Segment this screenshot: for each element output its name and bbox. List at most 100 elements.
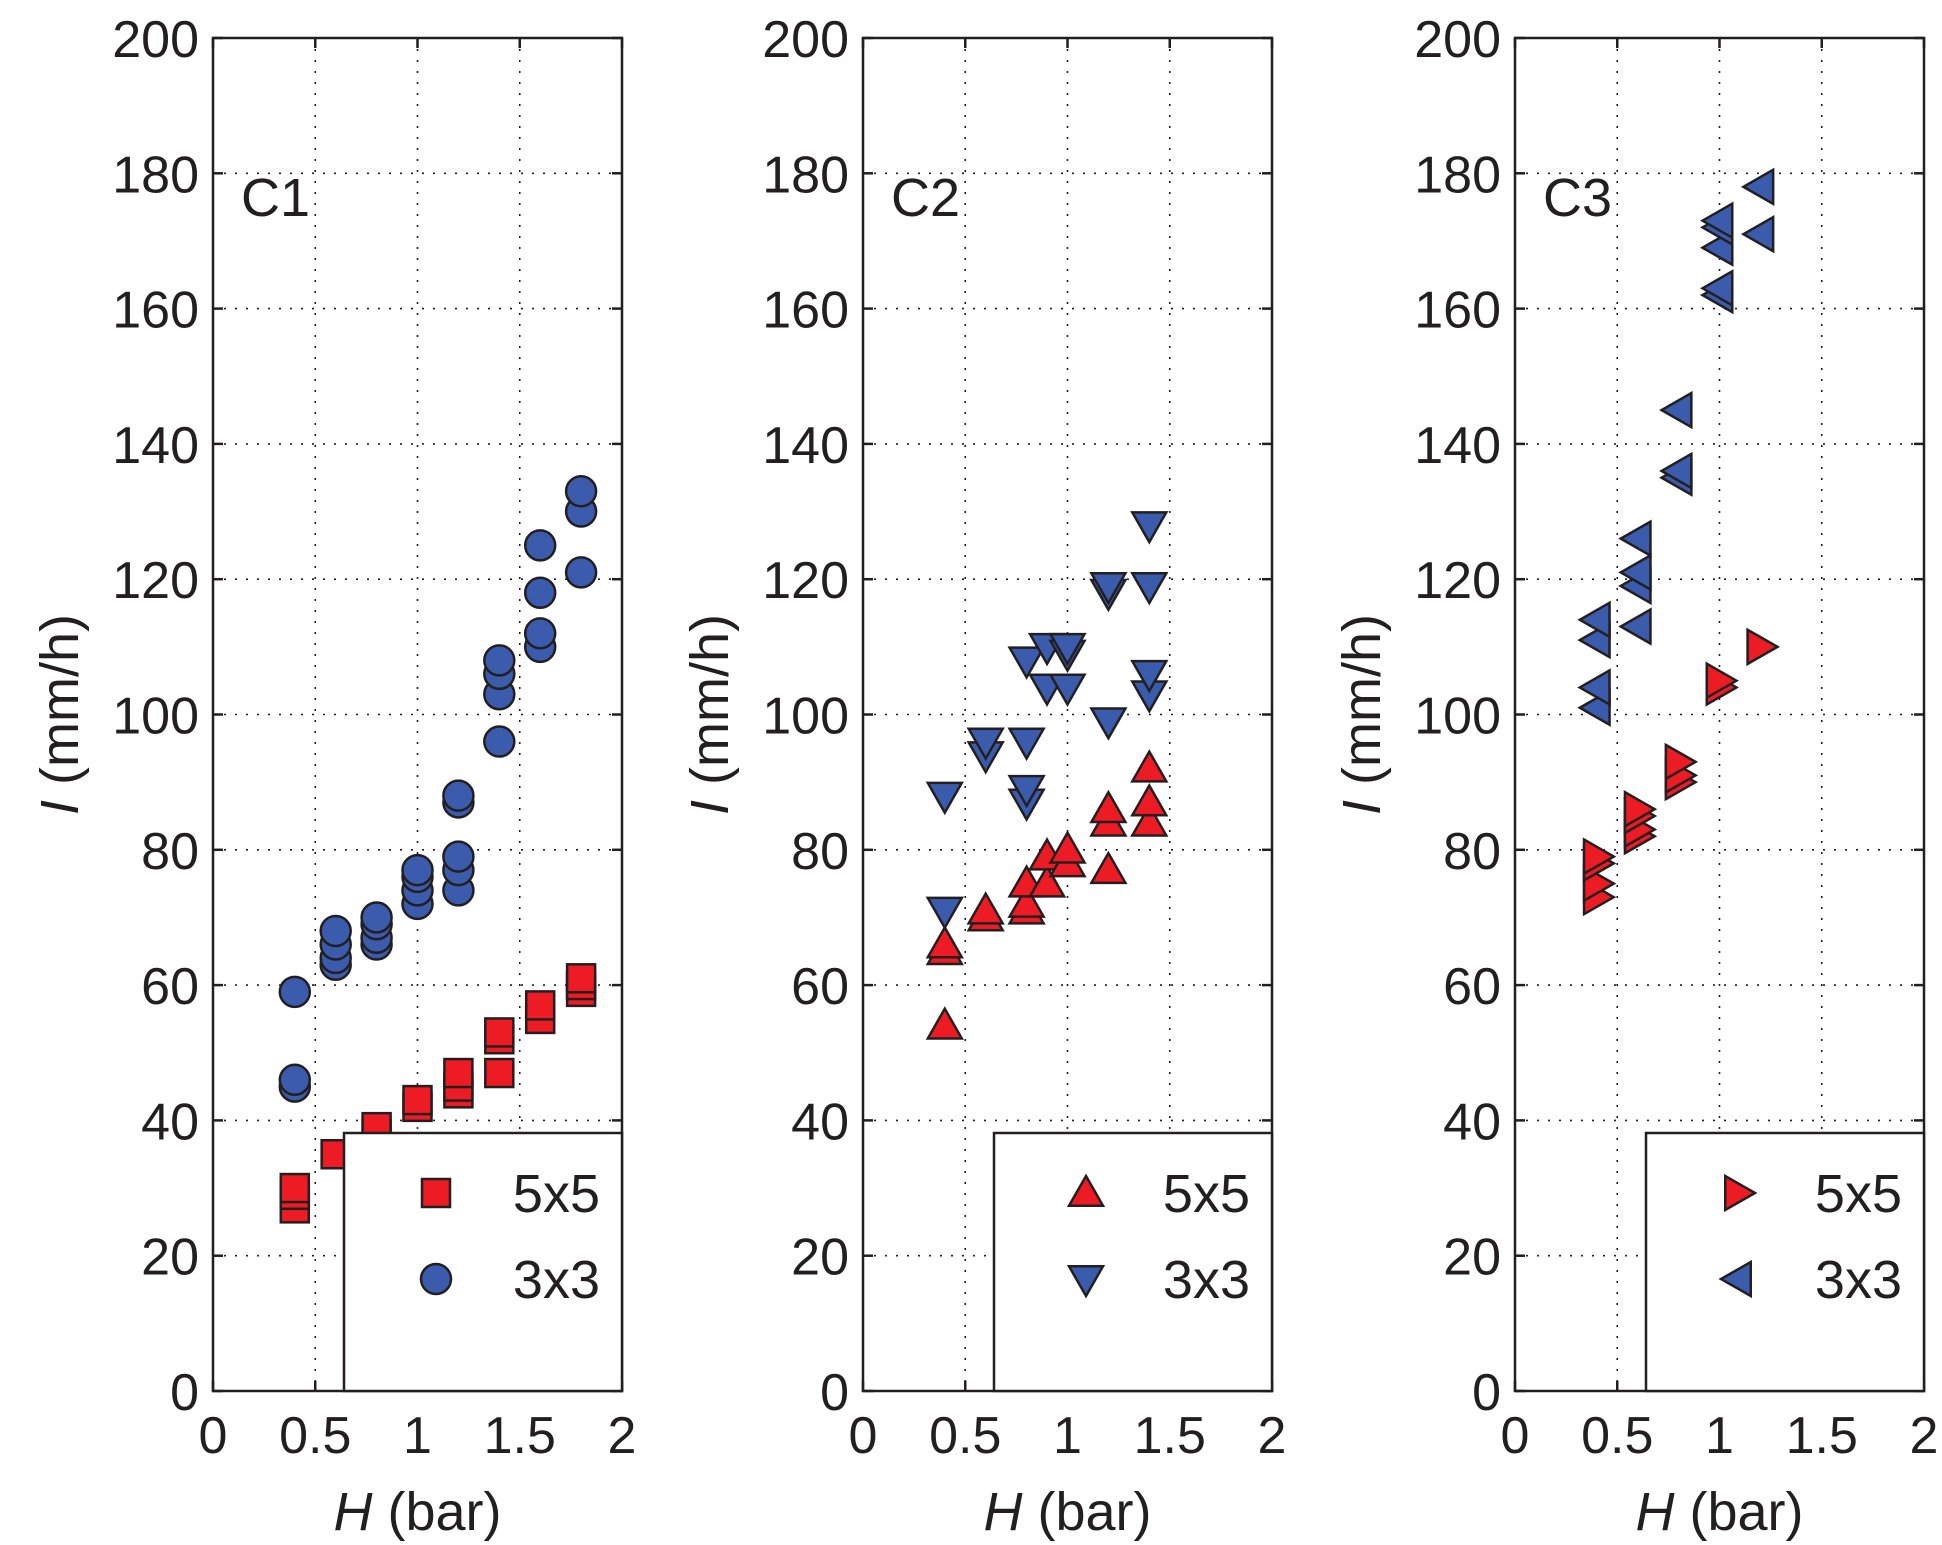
- y-tick-label: 20: [141, 1229, 199, 1287]
- y-tick-label: 140: [112, 417, 199, 475]
- data-point: [1618, 553, 1652, 592]
- y-tick-label: 40: [1443, 1093, 1501, 1151]
- x-tick-label: 0: [1501, 1407, 1530, 1465]
- data-point: [319, 914, 352, 948]
- data-point: [278, 1063, 312, 1097]
- data-point: [483, 725, 516, 758]
- data-point: [1740, 215, 1775, 254]
- data-point: [1130, 511, 1169, 545]
- x-tick-label: 1.5: [1786, 1407, 1858, 1465]
- y-tick-label: 100: [762, 688, 849, 746]
- legend-label: 3x3: [1815, 1250, 1902, 1310]
- data-point: [1007, 727, 1046, 762]
- data-point: [1618, 607, 1652, 646]
- x-tick-label: 0: [199, 1407, 228, 1465]
- y-tick-label: 180: [1414, 146, 1501, 204]
- data-point: [443, 1057, 474, 1089]
- x-axis-unit: (bar): [1022, 1482, 1151, 1542]
- data-point: [1130, 571, 1169, 606]
- data-point: [523, 576, 557, 609]
- data-point: [401, 853, 434, 887]
- data-point: [966, 727, 1005, 762]
- x-tick-label: 2: [1258, 1407, 1287, 1465]
- x-axis-unit: (bar): [1674, 1482, 1803, 1542]
- data-point: [925, 781, 964, 816]
- data-point: [1130, 659, 1169, 694]
- chart-panel-c3: 0 0.5 1 1.5 2020406080100120140160180200C3H …: [1332, 11, 1938, 1542]
- legend-label: 5x5: [513, 1164, 600, 1224]
- y-tick-label: 0: [1472, 1364, 1501, 1422]
- legend-label: 3x3: [1163, 1250, 1250, 1310]
- y-axis-unit: (mm/h): [1332, 614, 1392, 800]
- data-point: [524, 990, 556, 1021]
- series-3x3: [925, 511, 1169, 931]
- legend-marker: [1066, 1265, 1106, 1299]
- legend-label: 5x5: [1163, 1164, 1250, 1224]
- data-point: [925, 924, 964, 959]
- data-point: [442, 779, 475, 812]
- y-tick-label: 120: [762, 552, 849, 610]
- legend-marker: [1718, 1259, 1752, 1299]
- panel-label: C2: [891, 168, 960, 228]
- x-tick-label: 2: [608, 1407, 637, 1465]
- data-point: [278, 975, 312, 1009]
- y-tick-label: 160: [112, 282, 199, 340]
- x-tick-label: 2: [1910, 1407, 1939, 1465]
- data-point: [1130, 803, 1169, 837]
- y-tick-label: 200: [1414, 11, 1501, 69]
- data-point: [1130, 749, 1169, 783]
- y-tick-label: 80: [791, 823, 849, 881]
- y-tick-label: 80: [141, 823, 199, 881]
- y-tick-label: 20: [791, 1229, 849, 1287]
- data-point: [483, 644, 516, 677]
- legend-box: [992, 1131, 1274, 1393]
- y-tick-label: 40: [791, 1093, 849, 1151]
- y-axis-symbol: I: [680, 800, 740, 815]
- data-point: [402, 1084, 433, 1116]
- data-point: [1007, 884, 1046, 918]
- x-axis-label: H (bar): [333, 1482, 501, 1542]
- y-axis-label: I (mm/h): [680, 614, 740, 815]
- x-tick-label: 1: [403, 1407, 432, 1465]
- x-axis-symbol: H: [1635, 1482, 1675, 1542]
- y-tick-label: 0: [170, 1364, 199, 1422]
- x-tick-label: 0: [849, 1407, 878, 1465]
- series-3x3: [1577, 167, 1775, 727]
- legend-label: 5x5: [1815, 1164, 1902, 1224]
- y-tick-label: 60: [1443, 958, 1501, 1016]
- y-axis-label: I (mm/h): [1332, 614, 1392, 815]
- legend-marker: [419, 1262, 453, 1296]
- data-point: [1623, 790, 1658, 829]
- x-axis-symbol: H: [333, 1482, 373, 1542]
- x-tick-label: 1: [1705, 1407, 1734, 1465]
- data-point: [484, 1057, 515, 1089]
- y-axis-label: I (mm/h): [30, 614, 90, 815]
- y-tick-label: 40: [141, 1093, 199, 1151]
- x-tick-label: 0.5: [1581, 1407, 1653, 1465]
- data-point: [1577, 668, 1611, 707]
- y-axis-symbol: I: [1332, 800, 1392, 815]
- data-point: [484, 1017, 515, 1048]
- y-tick-label: 0: [820, 1364, 849, 1422]
- series-3x3: [278, 475, 598, 1103]
- y-tick-label: 120: [112, 552, 199, 610]
- data-point: [1089, 850, 1128, 885]
- data-point: [360, 901, 393, 934]
- data-point: [1659, 390, 1693, 430]
- y-tick-label: 60: [141, 958, 199, 1016]
- legend-box: [1644, 1131, 1926, 1393]
- data-point: [1048, 632, 1087, 667]
- legend-marker: [1724, 1173, 1758, 1213]
- chart-panel-c1: 0 0.5 1 1.5 2020406080100120140160180200C1H …: [30, 11, 636, 1542]
- y-tick-label: 200: [762, 11, 849, 69]
- data-point: [1705, 661, 1740, 700]
- y-tick-label: 200: [112, 11, 199, 69]
- x-tick-label: 1.5: [484, 1407, 556, 1465]
- y-tick-label: 60: [791, 958, 849, 1016]
- data-point: [1740, 167, 1775, 206]
- y-tick-label: 80: [1443, 823, 1501, 881]
- y-axis-unit: (mm/h): [30, 614, 90, 800]
